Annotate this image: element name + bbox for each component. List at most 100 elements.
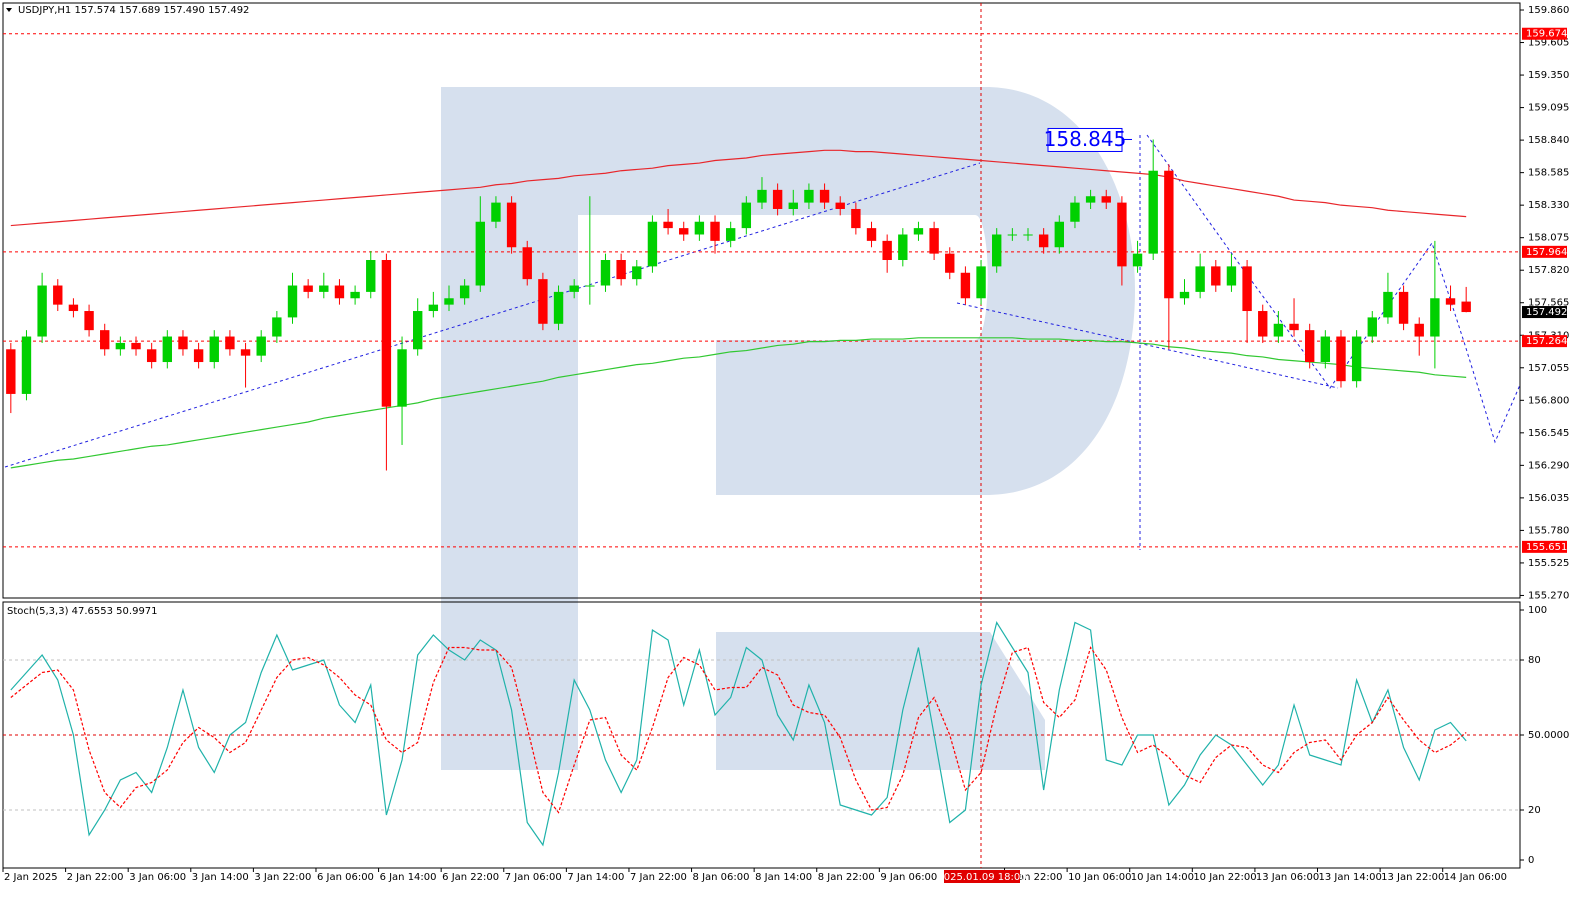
crosshair-label-box [944, 870, 1020, 883]
candle-body [804, 189, 814, 203]
candle-body [694, 221, 705, 235]
level-tag: 159.674 [1526, 29, 1567, 40]
candle-body [538, 279, 548, 324]
forecast-lines [4, 134, 1521, 550]
candle-body [1007, 234, 1018, 236]
y-tick-label: 50.0000 [1528, 730, 1569, 741]
candle-body [53, 285, 63, 305]
y-tick-label: 156.035 [1528, 493, 1569, 504]
candle-body [1226, 266, 1237, 286]
candle-body [1258, 311, 1268, 337]
candle-body [475, 221, 485, 286]
forecast-line [1146, 134, 1521, 444]
menu-triangle [6, 8, 12, 12]
candle-body [1148, 170, 1158, 254]
candle-body [1211, 266, 1221, 286]
y-tick-label: 80 [1528, 655, 1541, 666]
y-tick-label: 158.330 [1528, 200, 1569, 211]
candle-body [835, 202, 845, 209]
x-tick-label: 2 Jan 2025 [4, 872, 58, 883]
y-tick-label: 157.820 [1528, 265, 1569, 276]
candle-body [428, 304, 439, 312]
x-tick-label: 13 Jan 06:00 [1256, 872, 1319, 883]
level-tag: 157.964 [1526, 247, 1567, 258]
y-tick-label: 156.800 [1528, 395, 1569, 406]
candle-body [1117, 202, 1127, 267]
candle-body [1289, 323, 1299, 331]
candle-body [1336, 336, 1346, 382]
candle-body [710, 221, 720, 241]
y-tick-label: 159.095 [1528, 103, 1569, 114]
annotation-label: 158.845 [1044, 127, 1127, 151]
level-tag-box [1522, 245, 1567, 258]
level-tag: 157.264 [1526, 336, 1567, 347]
x-tick-label: 10 Jan 14:00 [1131, 872, 1194, 883]
candle-body [84, 311, 94, 331]
y-tick-label: 155.525 [1528, 558, 1569, 569]
y-tick-label: 158.585 [1528, 168, 1569, 179]
candle-body [1461, 301, 1471, 313]
x-tick-label: 13 Jan 14:00 [1319, 872, 1382, 883]
candle-body [1164, 170, 1174, 299]
candle-body [1430, 298, 1440, 337]
y-tick-label: 156.290 [1528, 460, 1569, 471]
candle-body [757, 189, 767, 203]
y-tick-label: 157.565 [1528, 298, 1569, 309]
series-line [10, 646, 1467, 814]
y-tick-label: 20 [1528, 805, 1541, 816]
candle-body [725, 228, 736, 241]
watermark [441, 87, 1135, 770]
candle-body [632, 266, 642, 280]
y-tick-label: 159.350 [1528, 70, 1569, 81]
candle-body [866, 228, 877, 241]
candle-body [100, 330, 110, 350]
candle-body [209, 336, 219, 363]
watermark-leg [716, 632, 1045, 770]
candle-body [819, 189, 830, 203]
candle-body [256, 336, 266, 356]
candle-body [37, 285, 47, 337]
y-tick-label: 159.860 [1528, 5, 1569, 16]
x-tick-label: 7 Jan 14:00 [567, 872, 624, 883]
candle-body [976, 266, 986, 299]
x-tick-label: 13 Jan 22:00 [1381, 872, 1444, 883]
x-tick-label: 2 Jan 22:00 [67, 872, 124, 883]
candle-body [788, 202, 798, 209]
candle-body [459, 285, 470, 299]
candle-body [913, 228, 924, 235]
x-tick-label: 3 Jan 22:00 [254, 872, 311, 883]
x-tick-label: 8 Jan 14:00 [755, 872, 812, 883]
candle-body [1320, 336, 1331, 363]
series-line [10, 337, 1467, 469]
candle-body [303, 285, 313, 292]
candle-body [1132, 253, 1143, 267]
x-tick-label: 6 Jan 14:00 [380, 872, 437, 883]
x-tick-label: 9 Jan 06:00 [880, 872, 937, 883]
candle-body [1273, 323, 1284, 337]
main-panel [2, 2, 1521, 599]
level-tag-box [1522, 27, 1567, 40]
candle-body [960, 272, 971, 299]
candle-body [1367, 317, 1377, 337]
candle-body [162, 336, 173, 363]
candle-body [21, 336, 32, 394]
price-tag: 157.492 [1526, 307, 1567, 318]
main-title: USDJPY,H1 157.574 157.689 157.490 157.49… [18, 5, 249, 16]
y-tick-label: 159.605 [1528, 38, 1569, 49]
candle-body [1242, 266, 1252, 312]
candle-body [1351, 336, 1362, 382]
candle-body [381, 260, 392, 407]
candle-body [334, 285, 345, 299]
candle-body [663, 221, 673, 229]
series-line [10, 149, 1467, 227]
candle-body [1054, 221, 1064, 248]
level-tag-box [1522, 335, 1567, 348]
candle-body [131, 342, 141, 350]
watermark-bowl [578, 87, 1135, 495]
candle-body [553, 291, 564, 324]
series-line [10, 620, 1467, 847]
candle-body [1383, 291, 1393, 318]
crosshair-label: 2025.01.09 18:00 [937, 872, 1026, 883]
candle-body [1398, 291, 1409, 324]
